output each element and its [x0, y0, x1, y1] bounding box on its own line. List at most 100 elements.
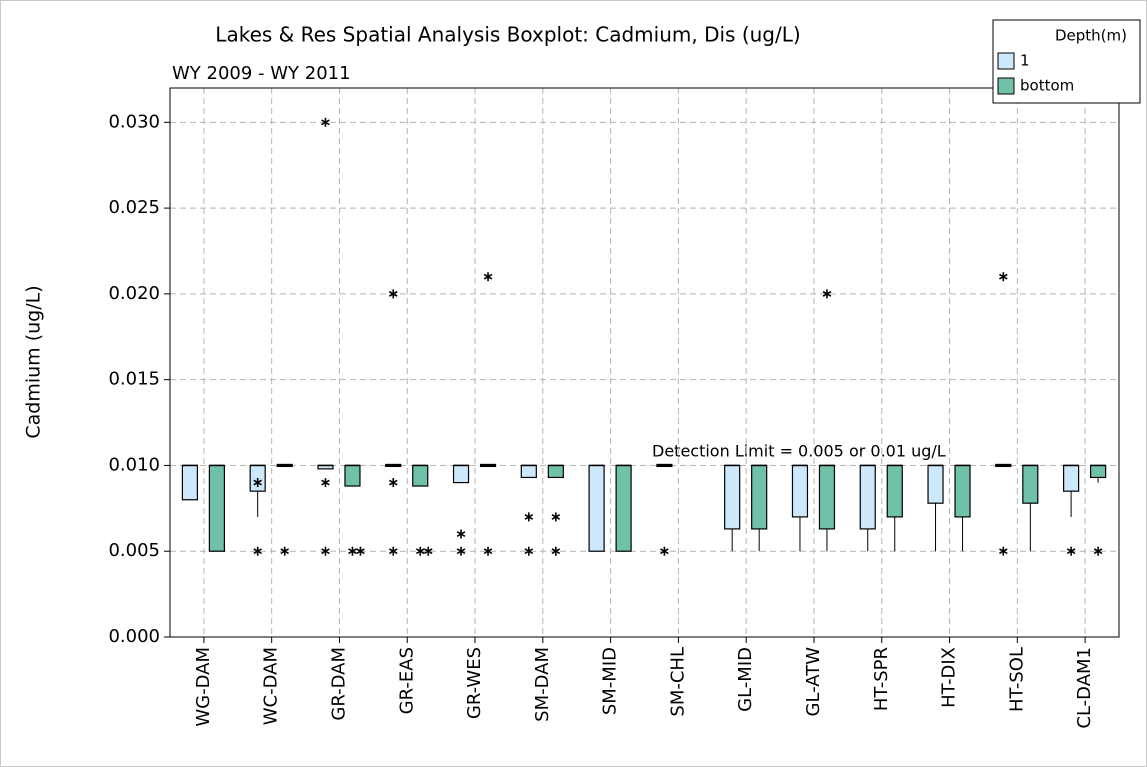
outlier-stroke: [483, 548, 493, 555]
x-tick-label: SM-MID: [600, 647, 621, 715]
x-tick-label: GL-MID: [735, 647, 756, 712]
legend-label: 1: [1020, 52, 1030, 70]
outlier-stroke: [280, 548, 289, 555]
y-tick-label: 0.020: [108, 283, 160, 304]
outlier: [280, 546, 289, 556]
plot-area: [170, 88, 1119, 637]
box: [859, 464, 876, 530]
x-tick-label: GR-WES: [464, 647, 485, 719]
box: [886, 464, 903, 518]
box: [412, 464, 429, 487]
outlier: [415, 546, 425, 556]
outlier-stroke: [999, 273, 1008, 280]
outlier-stroke: [456, 531, 466, 538]
box: [588, 464, 605, 552]
chart-subtitle: WY 2009 - WY 2011: [172, 63, 351, 84]
outlier: [1093, 546, 1103, 556]
outlier: [348, 546, 357, 556]
box: [344, 464, 361, 487]
x-tick-label: HT-SOL: [1006, 647, 1027, 712]
legend-title: Depth(m): [1055, 27, 1127, 45]
outlier-stroke: [822, 290, 832, 297]
outlier-stroke: [348, 548, 357, 555]
outlier-stroke: [456, 548, 466, 555]
outlier-stroke: [999, 548, 1008, 555]
outlier: [1066, 546, 1076, 556]
box: [724, 464, 741, 530]
x-tick-label: GR-DAM: [328, 647, 349, 721]
box: [615, 464, 632, 552]
outlier-stroke: [388, 290, 398, 297]
outlier-stroke: [321, 548, 330, 555]
chart-title: Lakes & Res Spatial Analysis Boxplot: Ca…: [215, 23, 800, 47]
legend-box: [992, 19, 1141, 104]
box: [520, 464, 537, 479]
box: [818, 464, 836, 530]
outlier: [524, 546, 534, 556]
outlier-stroke: [253, 548, 262, 555]
y-tick-label: 0.030: [108, 111, 160, 132]
outlier: [253, 546, 262, 556]
outlier: [456, 546, 466, 556]
outlier: [483, 546, 493, 556]
outlier-stroke: [524, 548, 534, 555]
box: [791, 464, 809, 518]
outlier-stroke: [660, 548, 669, 555]
outlier-stroke: [551, 513, 561, 520]
x-tick-label: WC-DAM: [261, 647, 282, 725]
outlier-stroke: [321, 119, 330, 126]
outlier-stroke: [415, 548, 425, 555]
y-tick-label: 0.025: [108, 197, 160, 218]
x-tick-label: WG-DAM: [193, 647, 214, 727]
outlier: [483, 272, 493, 282]
box: [208, 464, 225, 552]
box: [954, 464, 971, 518]
outlier: [822, 289, 832, 299]
outlier-stroke: [253, 479, 262, 486]
outlier-stroke: [388, 548, 398, 555]
x-tick-label: GR-EAS: [396, 647, 417, 714]
outlier: [321, 117, 330, 127]
outlier: [321, 546, 330, 556]
outlier: [356, 546, 365, 556]
outlier-stroke: [524, 513, 534, 520]
y-tick-label: 0.005: [108, 540, 160, 561]
y-axis-label: Cadmium (ug/L): [23, 285, 45, 438]
x-tick-label: GL-ATW: [803, 647, 824, 717]
outlier: [423, 546, 433, 556]
outlier-stroke: [388, 479, 398, 486]
outlier: [388, 289, 398, 299]
box: [1063, 464, 1080, 492]
outlier: [321, 478, 330, 488]
x-tick-label: HT-SPR: [871, 647, 892, 711]
legend-label: bottom: [1020, 77, 1074, 95]
legend-swatch: [997, 77, 1015, 95]
outlier-stroke: [356, 548, 365, 555]
outlier-stroke: [1066, 548, 1076, 555]
box: [452, 464, 470, 484]
outlier: [551, 512, 561, 522]
outlier: [456, 529, 466, 539]
annotation: Detection Limit = 0.005 or 0.01 ug/L: [652, 442, 946, 461]
outlier: [551, 546, 561, 556]
outlier-stroke: [1093, 548, 1103, 555]
outlier: [524, 512, 534, 522]
outlier: [388, 546, 398, 556]
box: [547, 464, 564, 479]
outlier: [660, 546, 669, 556]
y-tick-label: 0.000: [108, 626, 160, 647]
box: [927, 464, 944, 504]
box: [1022, 464, 1039, 504]
box: [181, 464, 198, 501]
y-tick-label: 0.015: [108, 369, 160, 390]
y-tick-label: 0.010: [108, 454, 160, 475]
x-tick-label: SM-CHL: [667, 647, 688, 717]
outlier-stroke: [423, 548, 433, 555]
legend-swatch: [997, 52, 1015, 70]
box: [1090, 464, 1107, 479]
outlier: [999, 546, 1008, 556]
outlier: [388, 478, 398, 488]
x-tick-label: SM-DAM: [532, 647, 553, 722]
x-tick-label: HT-DIX: [939, 647, 960, 708]
